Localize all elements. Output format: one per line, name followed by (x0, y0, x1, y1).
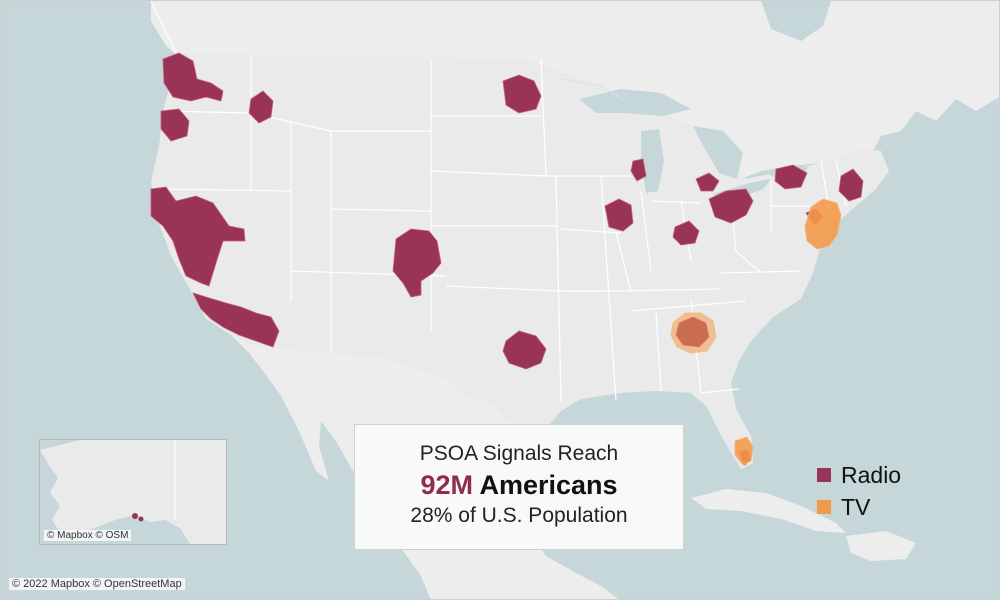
tv-area-south-florida[interactable] (734, 436, 754, 466)
radio-area-indianapolis[interactable] (672, 220, 700, 246)
legend-label-tv: TV (841, 493, 871, 520)
radio-area-seattle[interactable] (162, 52, 224, 102)
map-attribution[interactable]: © 2022 Mapbox © OpenStreetMap (9, 578, 185, 590)
hispaniola-land (846, 531, 916, 561)
legend-swatch-radio (817, 468, 831, 482)
legend-item-tv[interactable]: TV (817, 491, 901, 523)
radio-area-spokane[interactable] (248, 90, 274, 124)
inset-attribution[interactable]: © Mapbox © OSM (44, 530, 132, 541)
reach-callout: PSOA Signals Reach 92M Americans 28% of … (354, 424, 684, 550)
tv-area-atlanta[interactable] (670, 312, 717, 354)
radio-area-milwaukee[interactable] (630, 158, 647, 182)
legend-item-radio[interactable]: Radio (817, 459, 901, 491)
radio-area-portland[interactable] (160, 108, 190, 142)
lake-superior (579, 89, 691, 116)
alaska-inset-map (40, 440, 226, 544)
radio-coverage[interactable] (150, 52, 864, 466)
radio-area-denver[interactable] (392, 228, 442, 298)
hudson-bay (761, 1, 831, 41)
radio-area-iowa[interactable] (604, 198, 634, 232)
legend: Radio TV (817, 459, 901, 523)
callout-subtitle: 28% of U.S. Population (410, 504, 628, 527)
radio-area-anchorage[interactable] (132, 513, 138, 519)
radio-area-minneapolis[interactable] (502, 74, 542, 114)
headline-number: 92M (420, 470, 473, 500)
legend-swatch-tv (817, 500, 831, 514)
callout-headline: 92M Americans (355, 470, 683, 501)
headline-word: Americans (479, 470, 618, 500)
canada-land (151, 1, 999, 179)
legend-label-radio: Radio (841, 461, 902, 488)
lake-michigan (641, 129, 664, 193)
alaska-inset[interactable]: © Mapbox © OSM (39, 439, 227, 545)
alaska-land (40, 440, 226, 544)
radio-area-new-england[interactable] (838, 168, 864, 202)
radio-area-kenai[interactable] (138, 516, 144, 522)
callout-title: PSOA Signals Reach (419, 442, 619, 465)
radio-area-western-new-york[interactable] (774, 164, 808, 190)
radio-area-dallas[interactable] (502, 330, 547, 370)
coast-lines (560, 78, 627, 102)
radio-area-detroit[interactable] (695, 172, 720, 192)
cuba-land (691, 489, 846, 533)
radio-area-southern-california[interactable] (192, 292, 280, 348)
radio-area-ohio[interactable] (708, 188, 754, 224)
tv-coverage[interactable] (670, 198, 842, 466)
usa-land (151, 53, 889, 469)
lake-huron (693, 126, 743, 179)
radio-area-northern-california[interactable] (150, 186, 246, 287)
tv-area-mid-atlantic[interactable] (804, 198, 842, 250)
